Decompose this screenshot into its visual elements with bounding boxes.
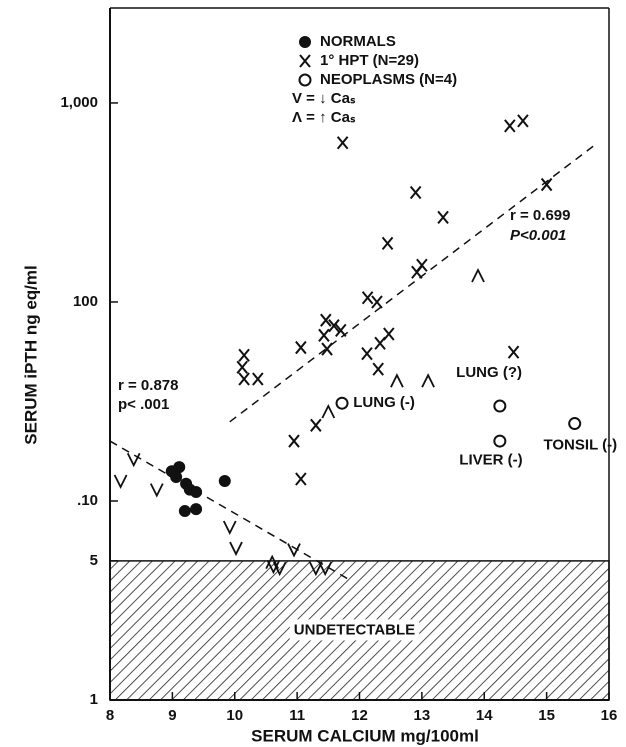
hpt-point <box>252 372 264 386</box>
hpt-point <box>318 328 330 342</box>
fit-annotation: r = 0.878 <box>118 377 178 394</box>
point-label: LIVER (-) <box>459 451 522 468</box>
x-tick-label: 8 <box>106 707 114 724</box>
hpt-point <box>335 323 347 338</box>
normal-point <box>170 470 183 483</box>
hpt-point <box>336 136 349 150</box>
v-point <box>318 561 332 577</box>
x-tick-label: 14 <box>476 707 493 724</box>
v-point <box>113 474 128 490</box>
point-label: LUNG (-) <box>353 394 415 411</box>
hpt-point <box>517 114 529 128</box>
x-tick-label: 16 <box>601 707 618 724</box>
legend-label: NEOPLASMS (N=4) <box>320 71 457 88</box>
legend-symbol <box>299 54 311 68</box>
legend-symbol <box>299 36 311 48</box>
y-tick-label: 5 <box>90 552 98 569</box>
hpt-point <box>361 291 374 305</box>
hpt-point <box>504 119 516 133</box>
lambda-point <box>471 268 485 283</box>
hpt-point <box>437 210 449 225</box>
fit-annotation: P<0.001 <box>510 227 566 244</box>
v-point <box>229 541 243 557</box>
hpt-point <box>372 362 384 376</box>
v-point <box>126 452 141 468</box>
lambda-point <box>390 373 404 388</box>
hpt-point <box>288 434 300 448</box>
legend-label: V = ↓ Caₛ <box>292 90 356 107</box>
x-tick-label: 10 <box>226 707 243 724</box>
point-label: LUNG (?) <box>456 364 522 381</box>
hpt-point <box>374 336 386 350</box>
normal-point <box>190 503 203 516</box>
x-tick-label: 9 <box>168 707 176 724</box>
fit-annotation: r = 0.699 <box>510 207 570 224</box>
v-point <box>287 543 301 558</box>
normal-point <box>190 485 203 498</box>
x-axis-title: SERUM CALCIUM mg/100ml <box>251 726 479 745</box>
legend-label: 1° HPT (N=29) <box>320 52 419 69</box>
x-tick-label: 11 <box>289 707 305 724</box>
hpt-point <box>540 177 553 192</box>
point-label: TONSIL (-) <box>544 436 618 453</box>
label-background <box>289 619 420 641</box>
hpt-point <box>320 313 332 327</box>
hpt-point <box>371 295 383 309</box>
neoplasm-point <box>493 434 507 448</box>
y-tick-label: 1,000 <box>60 94 98 111</box>
hpt-point <box>238 348 250 362</box>
hpt-point <box>328 319 340 333</box>
v-point <box>222 520 237 536</box>
x-tick-label: 15 <box>538 707 555 724</box>
y-axis-title: SERUM iPTH ng eq/ml <box>21 265 40 444</box>
fit-annotation: p< .001 <box>118 396 169 413</box>
fit-line <box>109 440 351 581</box>
v-point <box>272 561 287 577</box>
y-tick-label: 100 <box>73 293 98 310</box>
hpt-point <box>411 265 423 279</box>
hpt-point <box>321 342 333 356</box>
legend-label: Λ = ↑ Caₛ <box>292 109 356 126</box>
y-tick-label: 1 <box>90 691 98 708</box>
neoplasm-point <box>493 399 507 413</box>
lambda-point <box>265 554 279 570</box>
hpt-point <box>236 360 249 374</box>
hpt-point <box>310 418 322 432</box>
hpt-point <box>409 185 422 200</box>
hpt-point <box>238 372 250 386</box>
legend-label: NORMALS <box>320 33 396 50</box>
normal-point <box>178 505 191 518</box>
x-tick-label: 13 <box>414 707 431 724</box>
hpt-point <box>295 340 307 355</box>
hpt-point <box>507 345 520 359</box>
x-tick-label: 12 <box>351 707 368 724</box>
v-point <box>266 559 281 575</box>
neoplasm-point <box>335 396 349 410</box>
v-point <box>149 483 164 498</box>
v-point <box>309 561 323 577</box>
hpt-point <box>361 347 373 361</box>
normal-point <box>218 475 231 488</box>
y-tick-label: .10 <box>77 492 98 509</box>
hpt-point <box>381 236 394 251</box>
lambda-point <box>321 403 336 419</box>
hpt-point <box>295 472 307 486</box>
neoplasm-point <box>568 417 582 431</box>
lambda-point <box>421 373 435 388</box>
fit-line <box>229 142 599 423</box>
legend-symbol <box>298 73 312 87</box>
region-label: UNDETECTABLE <box>294 621 415 638</box>
